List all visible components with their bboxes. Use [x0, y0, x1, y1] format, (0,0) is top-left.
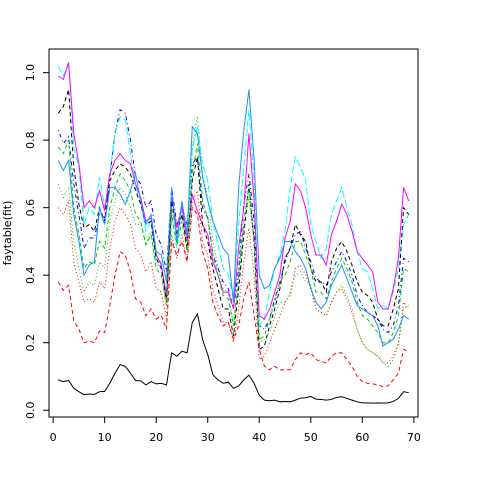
series-line-3 — [57, 116, 409, 368]
x-axis: 0 10 20 30 40 50 60 70 — [50, 416, 421, 444]
series-line-2 — [57, 206, 409, 388]
y-axis-label: faytable(fit) — [1, 201, 14, 266]
x-tick-label: 30 — [201, 431, 215, 444]
series-line-4 — [57, 108, 409, 334]
series-line-1 — [58, 312, 409, 404]
x-tick-label: 20 — [149, 431, 163, 444]
y-tick-label: 0.0 — [24, 401, 37, 419]
plot-box — [48, 48, 419, 418]
x-tick-label: 0 — [50, 431, 57, 444]
x-tick-label: 50 — [304, 431, 318, 444]
series-line-6 — [58, 62, 410, 320]
series-layer — [57, 62, 410, 404]
series-line-9 — [57, 139, 409, 344]
y-tick-label: 0.4 — [24, 266, 37, 284]
x-tick-label: 60 — [355, 431, 369, 444]
x-tick-label: 70 — [407, 431, 421, 444]
series-line-7 — [57, 89, 410, 351]
y-tick-label: 0.6 — [24, 199, 37, 217]
series-line-5 — [57, 62, 410, 328]
x-tick-label: 40 — [252, 431, 266, 444]
y-tick-label: 1.0 — [24, 64, 37, 82]
y-tick-label: 0.2 — [24, 334, 37, 352]
y-tick-label: 0.8 — [24, 131, 37, 149]
y-axis: 0.0 0.2 0.4 0.6 0.8 1.0 — [24, 64, 50, 419]
series-line-10 — [57, 89, 409, 347]
x-tick-label: 10 — [98, 431, 112, 444]
